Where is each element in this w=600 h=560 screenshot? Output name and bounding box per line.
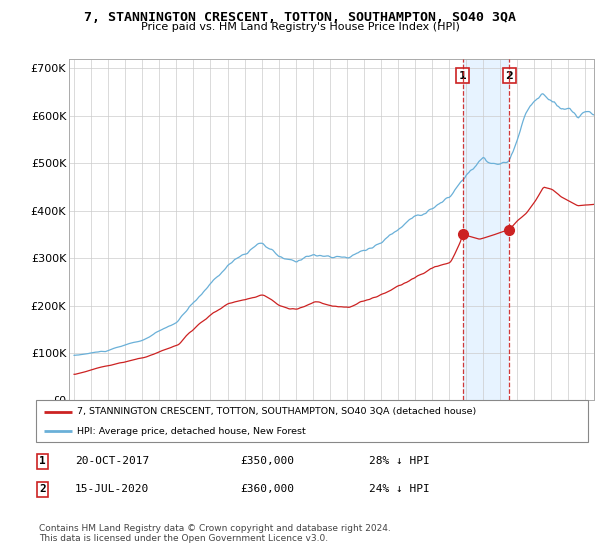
Text: 28% ↓ HPI: 28% ↓ HPI <box>369 456 430 466</box>
Text: Contains HM Land Registry data © Crown copyright and database right 2024.
This d: Contains HM Land Registry data © Crown c… <box>39 524 391 543</box>
Text: 2: 2 <box>506 71 514 81</box>
Bar <box>463 59 509 400</box>
Text: HPI: Average price, detached house, New Forest: HPI: Average price, detached house, New … <box>77 427 306 436</box>
Text: 7, STANNINGTON CRESCENT, TOTTON, SOUTHAMPTON, SO40 3QA (detached house): 7, STANNINGTON CRESCENT, TOTTON, SOUTHAM… <box>77 407 476 416</box>
Text: £350,000: £350,000 <box>240 456 294 466</box>
Text: 2: 2 <box>39 484 46 494</box>
Text: 1: 1 <box>39 456 46 466</box>
Text: £360,000: £360,000 <box>240 484 294 494</box>
Text: 24% ↓ HPI: 24% ↓ HPI <box>369 484 430 494</box>
Text: 1: 1 <box>459 71 467 81</box>
Text: 20-OCT-2017: 20-OCT-2017 <box>75 456 149 466</box>
Text: 7, STANNINGTON CRESCENT, TOTTON, SOUTHAMPTON, SO40 3QA: 7, STANNINGTON CRESCENT, TOTTON, SOUTHAM… <box>84 11 516 24</box>
Text: 15-JUL-2020: 15-JUL-2020 <box>75 484 149 494</box>
FancyBboxPatch shape <box>36 400 588 442</box>
Text: Price paid vs. HM Land Registry's House Price Index (HPI): Price paid vs. HM Land Registry's House … <box>140 22 460 32</box>
